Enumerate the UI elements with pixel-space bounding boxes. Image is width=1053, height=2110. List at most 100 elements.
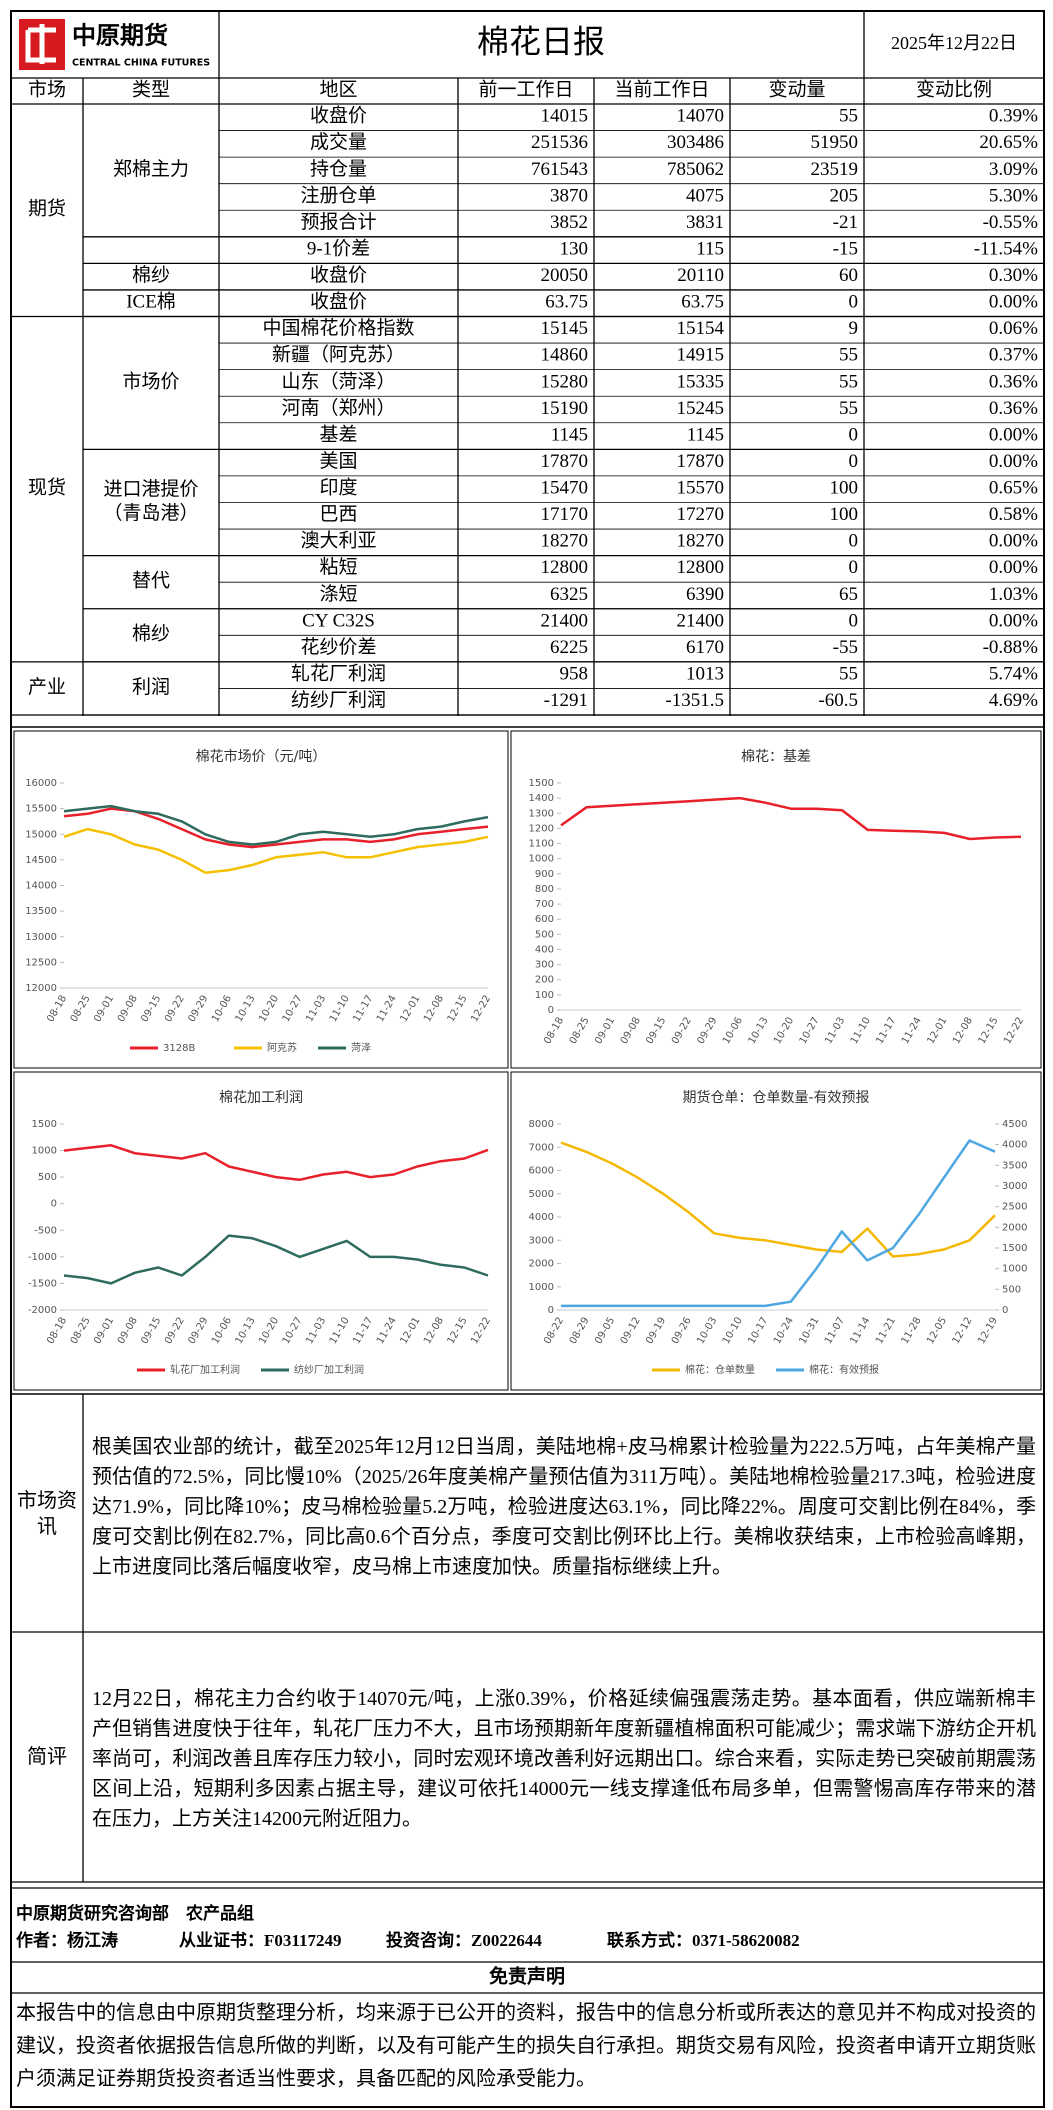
cell-pct: 0.39% bbox=[989, 106, 1038, 127]
row-label: 纺纱厂利润 bbox=[291, 689, 386, 711]
x-tick-label: 11-24 bbox=[900, 1016, 924, 1047]
cell-change: 51950 bbox=[811, 132, 859, 153]
x-tick-label: 10-17 bbox=[746, 1316, 770, 1347]
legend-label: 菏泽 bbox=[351, 1042, 371, 1054]
cell-current: 14070 bbox=[677, 106, 725, 127]
cell-prev: 958 bbox=[560, 664, 589, 685]
cell-change: -15 bbox=[833, 238, 858, 259]
cell-current: -1351.5 bbox=[665, 690, 724, 711]
cell-current: 17270 bbox=[677, 504, 725, 525]
cell-prev: 130 bbox=[560, 238, 589, 259]
y-tick-label: -2000 bbox=[28, 1305, 57, 1316]
x-tick-label: 12-22 bbox=[469, 994, 493, 1025]
cell-current: 6390 bbox=[686, 584, 724, 605]
type-label: 利润 bbox=[132, 676, 170, 698]
x-tick-label: 09-08 bbox=[116, 994, 140, 1025]
row-label: 注册仓单 bbox=[300, 184, 376, 206]
y-tick-label: -500 bbox=[34, 1225, 57, 1236]
y-tick-label: 12500 bbox=[25, 957, 57, 968]
cell-current: 3831 bbox=[686, 212, 724, 233]
row-label: 持仓量 bbox=[310, 158, 367, 180]
cell-prev: 15280 bbox=[541, 371, 589, 392]
y2-tick-label: 1500 bbox=[1002, 1243, 1027, 1254]
cell-change: -55 bbox=[833, 637, 858, 658]
y-tick-label: 15500 bbox=[25, 804, 57, 815]
cell-change: 55 bbox=[839, 398, 858, 419]
cell-prev: 251536 bbox=[531, 132, 588, 153]
type-label: 替代 bbox=[132, 570, 170, 592]
y-tick-label: 500 bbox=[535, 929, 554, 940]
x-tick-label: 12-15 bbox=[446, 994, 470, 1025]
x-tick-label: 12-01 bbox=[925, 1016, 949, 1047]
market-label: 现货 bbox=[28, 477, 66, 499]
x-tick-label: 10-20 bbox=[772, 1016, 796, 1047]
cell-change: 0 bbox=[849, 531, 859, 552]
legend-label: 棉花：仓单数量 bbox=[685, 1363, 755, 1376]
logo-text: 中原期货 bbox=[72, 22, 168, 50]
cell-change: -60.5 bbox=[818, 690, 858, 711]
cell-pct: 0.00% bbox=[989, 292, 1038, 313]
y-tick-label: 1000 bbox=[529, 1282, 554, 1293]
cell-pct: 5.30% bbox=[989, 185, 1038, 206]
y2-tick-label: 3500 bbox=[1002, 1160, 1027, 1171]
x-tick-label: 12-01 bbox=[398, 1316, 422, 1347]
x-tick-label: 09-15 bbox=[644, 1016, 668, 1047]
row-label: CY C32S bbox=[302, 610, 375, 631]
y-tick-label: 800 bbox=[535, 884, 554, 895]
x-tick-label: 09-01 bbox=[92, 994, 116, 1025]
x-tick-label: 08-25 bbox=[568, 1016, 592, 1047]
logo-subtext: CENTRAL CHINA FUTURES bbox=[72, 58, 210, 69]
cell-current: 20110 bbox=[677, 265, 724, 286]
legend-label: 轧花厂加工利润 bbox=[170, 1363, 240, 1376]
cell-change: 55 bbox=[839, 371, 858, 392]
cell-current: 1145 bbox=[687, 424, 724, 445]
cell-change: 9 bbox=[849, 318, 859, 339]
y-tick-label: 15000 bbox=[25, 829, 57, 840]
series-line bbox=[560, 796, 1022, 841]
x-tick-label: 10-13 bbox=[747, 1016, 771, 1047]
cell-change: 100 bbox=[830, 478, 859, 499]
column-header: 变动量 bbox=[768, 78, 825, 100]
market-label: 产业 bbox=[28, 676, 66, 698]
cell-pct: -0.55% bbox=[983, 212, 1039, 233]
footer-dept: 中原期货研究咨询部 农产品组 bbox=[16, 1904, 254, 1923]
cell-change: 0 bbox=[849, 424, 859, 445]
row-label: 新疆（阿克苏） bbox=[272, 344, 405, 366]
cell-change: 0 bbox=[849, 451, 859, 472]
chart-title: 棉花加工利润 bbox=[219, 1089, 303, 1106]
x-tick-label: 08-22 bbox=[542, 1316, 566, 1347]
chart-frame bbox=[510, 1071, 1042, 1391]
y2-tick-label: 500 bbox=[1002, 1284, 1021, 1295]
news-text: 根美国农业部的统计，截至2025年12月12日当周，美陆地棉+皮马棉累计检验量为… bbox=[92, 1436, 1036, 1578]
row-label: 收盘价 bbox=[310, 105, 367, 127]
column-header: 市场 bbox=[28, 78, 66, 100]
cell-pct: 1.03% bbox=[989, 584, 1038, 605]
x-tick-label: 11-03 bbox=[304, 994, 328, 1025]
cell-prev: -1291 bbox=[544, 690, 588, 711]
cell-change: -21 bbox=[833, 212, 858, 233]
y-tick-label: 6000 bbox=[529, 1166, 554, 1177]
column-header: 地区 bbox=[319, 78, 357, 100]
cell-current: 14915 bbox=[677, 345, 725, 366]
x-tick-label: 09-29 bbox=[186, 1316, 210, 1347]
cell-prev: 17170 bbox=[541, 504, 589, 525]
cell-current: 15154 bbox=[677, 318, 725, 339]
row-label: 9-1价差 bbox=[307, 237, 370, 259]
cell-pct: 0.00% bbox=[989, 424, 1038, 445]
row-label: 轧花厂利润 bbox=[291, 663, 386, 685]
logo-mark bbox=[25, 24, 56, 64]
x-tick-label: 10-06 bbox=[210, 1316, 234, 1347]
x-tick-label: 09-01 bbox=[593, 1016, 617, 1047]
x-tick-label: 09-26 bbox=[670, 1316, 694, 1347]
cell-pct: 0.06% bbox=[989, 318, 1038, 339]
series-line bbox=[63, 1144, 489, 1182]
y-tick-label: 1100 bbox=[529, 839, 554, 850]
cell-prev: 14015 bbox=[541, 106, 589, 127]
y-tick-label: 0 bbox=[548, 1005, 554, 1016]
cell-current: 18270 bbox=[677, 531, 725, 552]
cell-prev: 14860 bbox=[541, 345, 589, 366]
x-tick-label: 09-05 bbox=[593, 1316, 617, 1347]
x-tick-label: 11-17 bbox=[351, 1316, 375, 1347]
y-tick-label: 600 bbox=[535, 914, 554, 925]
x-tick-label: 12-01 bbox=[398, 994, 422, 1025]
